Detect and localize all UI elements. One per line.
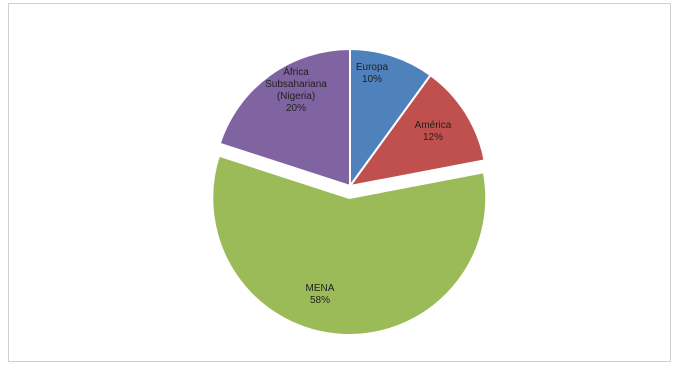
pie-slice-0: [349, 47, 432, 190]
slice-label-1: América 12%: [415, 120, 452, 143]
pie-slice-1: [347, 73, 486, 188]
pie-slice-3: [218, 47, 351, 188]
slice-label-3: África Subsahariana (Nigeria) 20%: [265, 65, 327, 114]
slice-label-0: Europa 10%: [356, 62, 389, 85]
slice-label-2: MENA 58%: [306, 283, 335, 306]
pie-slice-2: [211, 154, 488, 336]
